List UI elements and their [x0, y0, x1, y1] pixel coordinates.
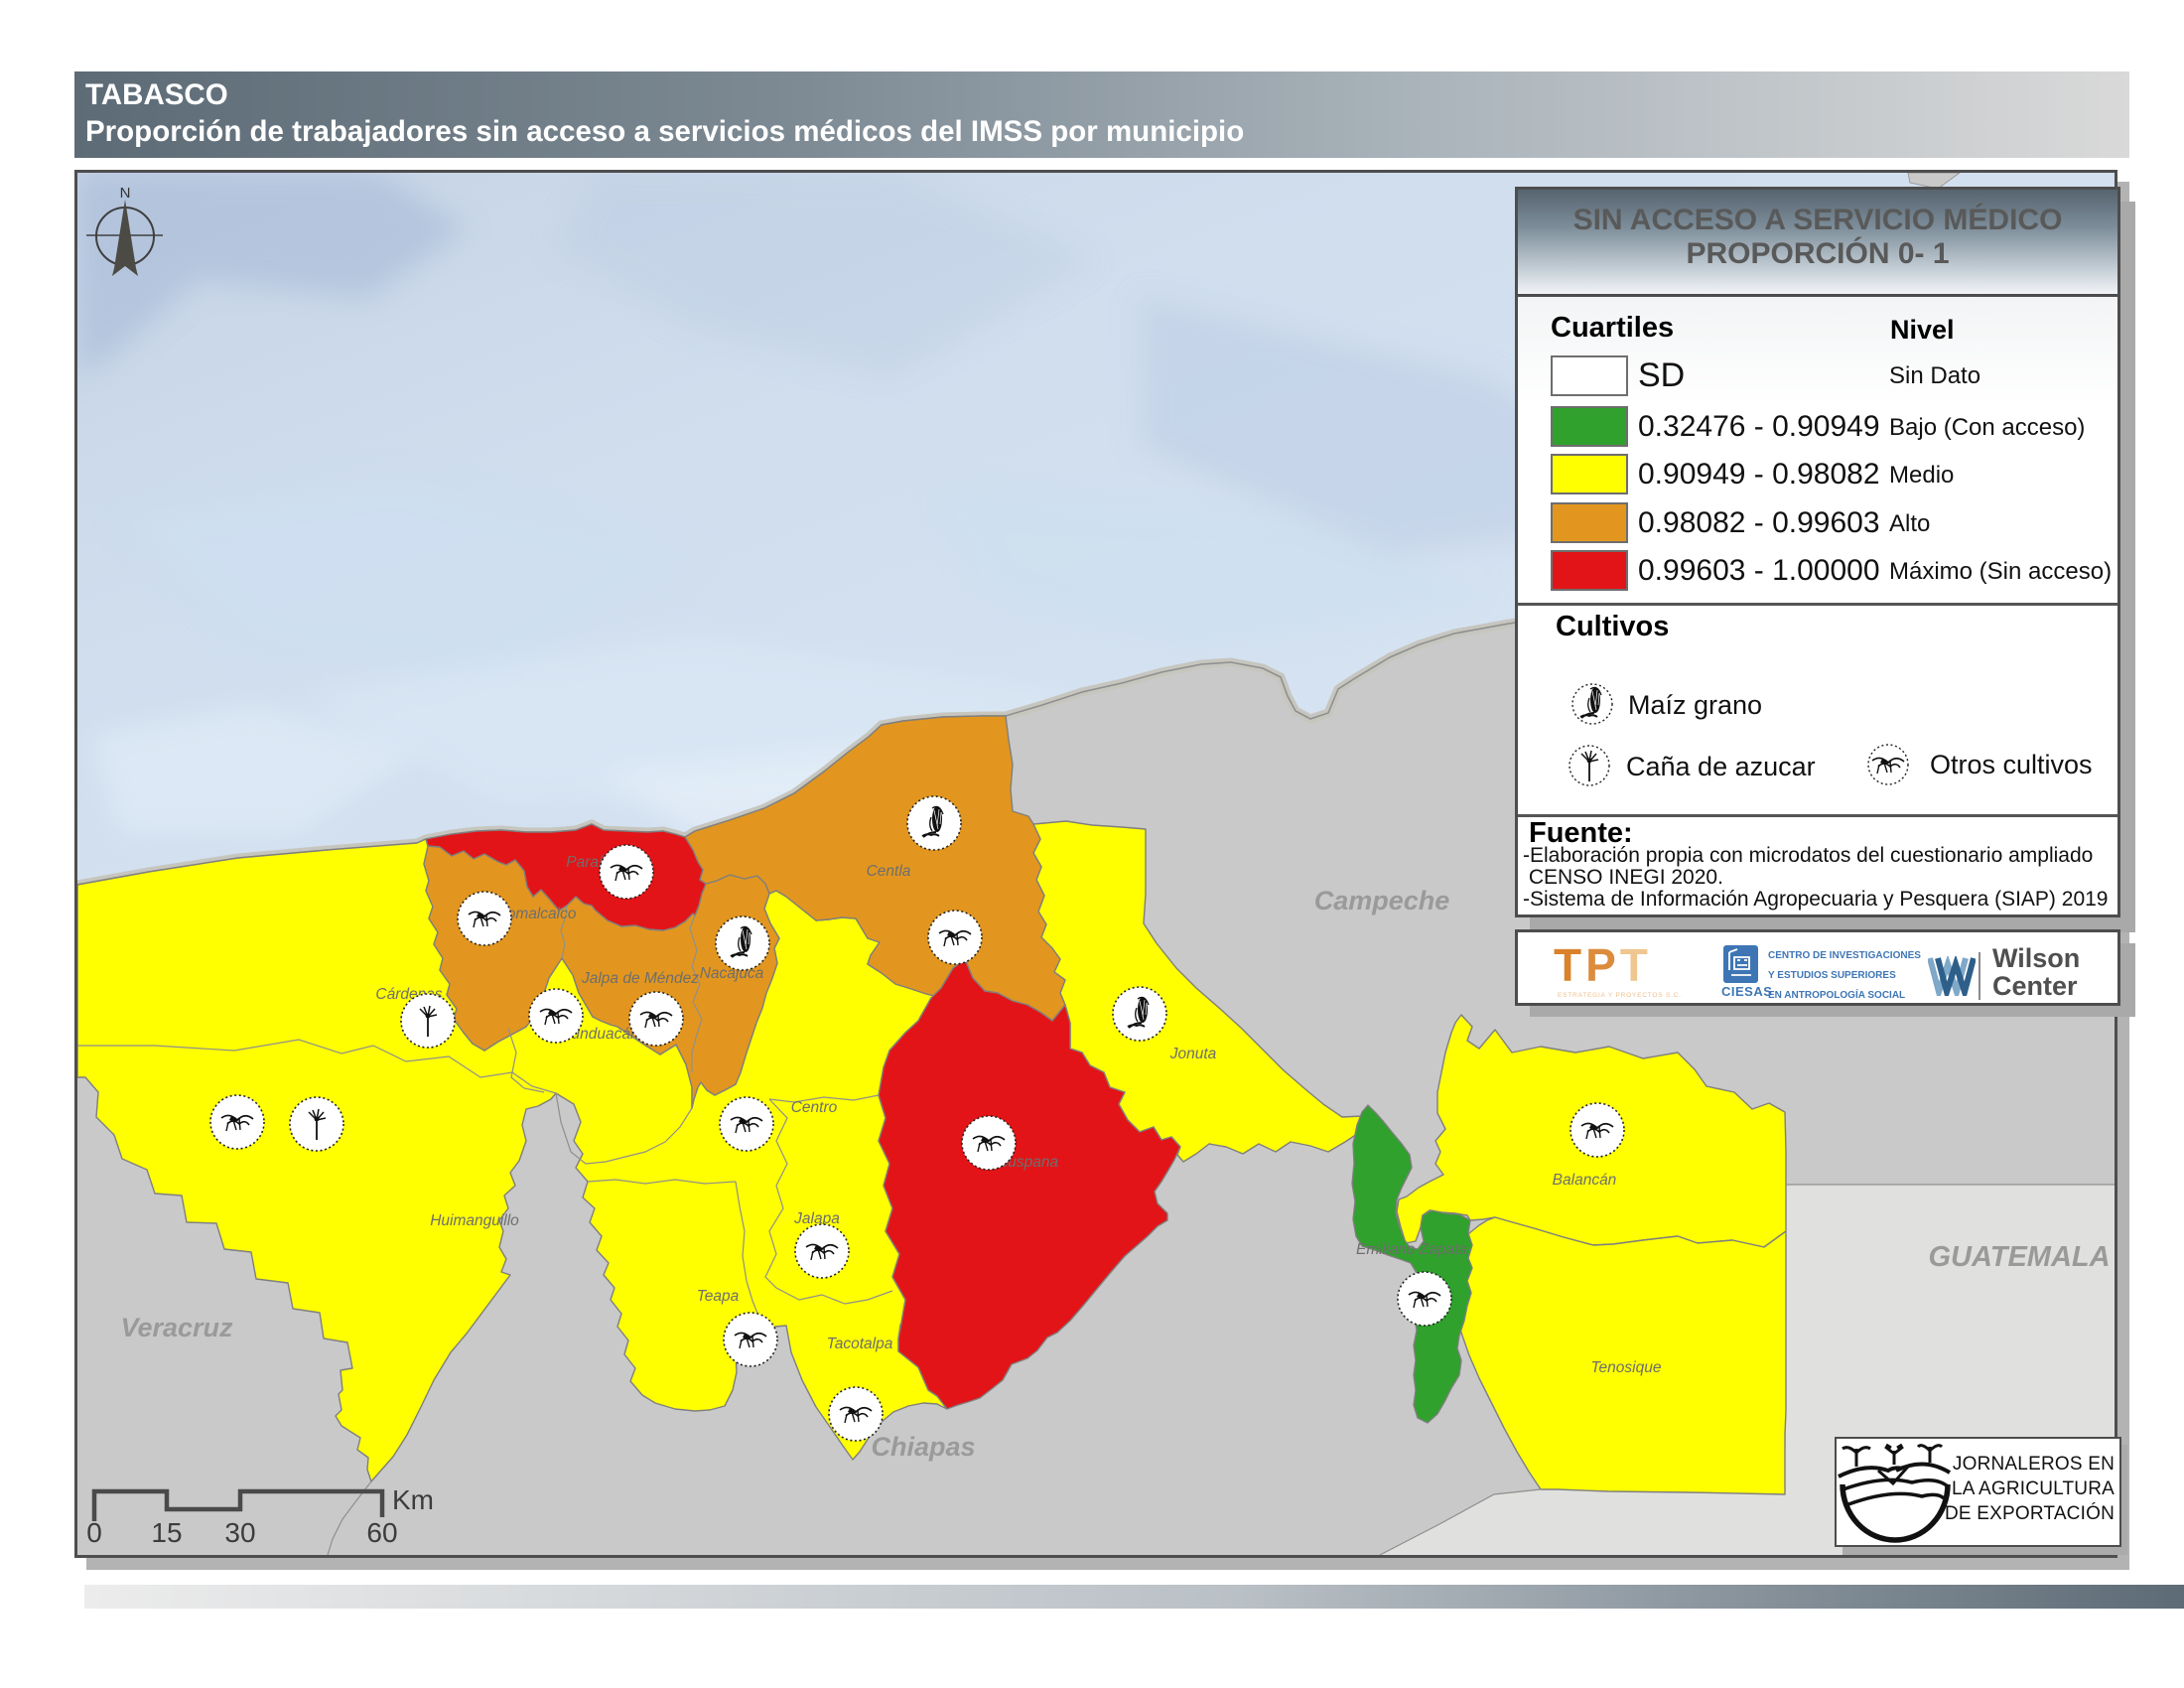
svg-text:Jonuta: Jonuta — [1169, 1046, 1217, 1062]
svg-text:Centro: Centro — [791, 1099, 838, 1116]
svg-text:15: 15 — [151, 1517, 182, 1548]
svg-text:Teapa: Teapa — [697, 1288, 740, 1305]
svg-text:Jalpa de Méndez: Jalpa de Méndez — [581, 970, 699, 987]
svg-text:Comalcalco: Comalcalco — [496, 906, 577, 922]
svg-text:60: 60 — [366, 1517, 397, 1548]
svg-text:Chiapas: Chiapas — [871, 1432, 975, 1462]
svg-text:0: 0 — [86, 1517, 102, 1548]
svg-text:Emiliano Zapata: Emiliano Zapata — [1356, 1241, 1467, 1258]
svg-text:Km: Km — [392, 1484, 434, 1515]
svg-text:Tacotalpa: Tacotalpa — [827, 1336, 893, 1352]
svg-text:Veracruz: Veracruz — [120, 1313, 233, 1342]
svg-text:Balancán: Balancán — [1553, 1172, 1617, 1189]
svg-text:Tenosique: Tenosique — [1591, 1359, 1662, 1376]
svg-text:Huimanguillo: Huimanguillo — [430, 1212, 519, 1229]
svg-text:Cunduacán: Cunduacán — [560, 1026, 638, 1043]
svg-text:Centla: Centla — [867, 863, 911, 880]
svg-text:GUATEMALA: GUATEMALA — [1928, 1241, 2110, 1273]
svg-text:30: 30 — [224, 1517, 255, 1548]
svg-text:Jalapa: Jalapa — [793, 1210, 840, 1227]
svg-text:N: N — [120, 185, 131, 202]
svg-text:Campeche: Campeche — [1314, 886, 1450, 915]
